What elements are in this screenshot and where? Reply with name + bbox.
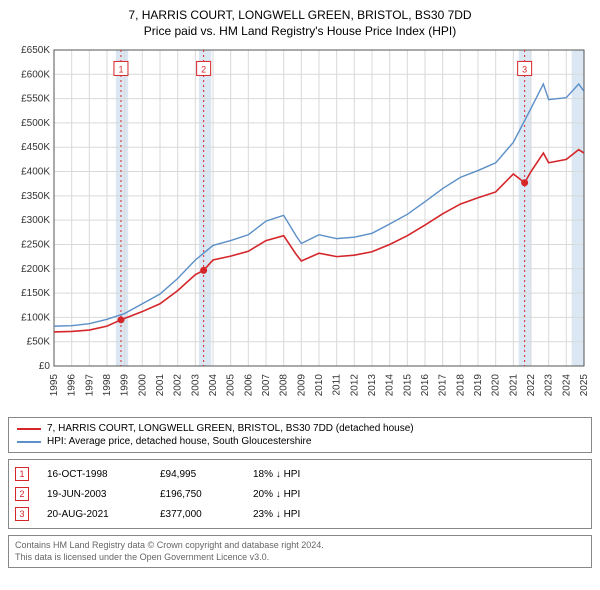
- sale-marker-num: 1: [118, 64, 123, 74]
- x-tick-label: 2016: [420, 374, 431, 397]
- sale-price: £94,995: [160, 469, 235, 480]
- sale-price: £377,000: [160, 509, 235, 520]
- legend-label: 7, HARRIS COURT, LONGWELL GREEN, BRISTOL…: [47, 423, 414, 434]
- y-tick-label: £350K: [21, 191, 50, 202]
- x-tick-label: 2023: [544, 374, 555, 397]
- y-tick-label: £50K: [27, 337, 51, 348]
- x-tick-label: 2022: [526, 374, 537, 397]
- y-tick-label: £500K: [21, 118, 50, 129]
- y-tick-label: £100K: [21, 312, 50, 323]
- chart-title: 7, HARRIS COURT, LONGWELL GREEN, BRISTOL…: [8, 8, 592, 38]
- title-subtitle: Price paid vs. HM Land Registry's House …: [8, 24, 592, 38]
- legend-swatch: [17, 428, 41, 430]
- y-tick-label: £400K: [21, 167, 50, 178]
- title-address: 7, HARRIS COURT, LONGWELL GREEN, BRISTOL…: [8, 8, 592, 22]
- x-tick-label: 2013: [367, 374, 378, 397]
- y-tick-label: £600K: [21, 69, 50, 80]
- x-tick-label: 2024: [561, 374, 572, 397]
- legend: 7, HARRIS COURT, LONGWELL GREEN, BRISTOL…: [8, 417, 592, 453]
- sale-dot: [200, 267, 207, 274]
- x-tick-label: 2000: [137, 374, 148, 397]
- x-tick-label: 2021: [508, 374, 519, 397]
- sale-row-marker: 1: [15, 467, 29, 481]
- y-tick-label: £250K: [21, 239, 50, 250]
- x-tick-label: 2015: [402, 374, 413, 397]
- sale-delta: 23% ↓ HPI: [253, 509, 343, 520]
- sale-marker-num: 3: [522, 64, 527, 74]
- shaded-band: [519, 50, 531, 366]
- x-tick-label: 2003: [190, 374, 201, 397]
- sale-date: 19-JUN-2003: [47, 489, 142, 500]
- x-tick-label: 2018: [455, 374, 466, 397]
- x-tick-label: 2012: [349, 374, 360, 397]
- sale-row-marker: 3: [15, 507, 29, 521]
- sale-date: 20-AUG-2021: [47, 509, 142, 520]
- legend-swatch: [17, 441, 41, 443]
- x-tick-label: 1996: [67, 374, 78, 397]
- shaded-band: [199, 50, 211, 366]
- y-tick-label: £300K: [21, 215, 50, 226]
- x-tick-label: 2004: [208, 374, 219, 397]
- price-chart: £0 £50K £100K £150K £200K £250K £300K £350K £400…: [8, 44, 592, 409]
- x-tick-label: 2025: [579, 374, 590, 397]
- sale-dot: [521, 179, 528, 186]
- sale-date: 16-OCT-1998: [47, 469, 142, 480]
- sale-row: 2 19-JUN-2003 £196,750 20% ↓ HPI: [15, 484, 585, 504]
- x-tick-label: 2011: [332, 374, 343, 396]
- sale-row: 1 16-OCT-1998 £94,995 18% ↓ HPI: [15, 464, 585, 484]
- y-tick-label: £150K: [21, 288, 50, 299]
- x-tick-label: 2006: [243, 374, 254, 397]
- sale-marker-num: 2: [201, 64, 206, 74]
- x-tick-label: 2008: [279, 374, 290, 397]
- sales-table: 1 16-OCT-1998 £94,995 18% ↓ HPI 2 19-JUN-2003…: [8, 459, 592, 529]
- sale-row-marker: 2: [15, 487, 29, 501]
- attribution-line2: This data is licensed under the Open Gov…: [15, 552, 585, 564]
- x-tick-label: 2010: [314, 374, 325, 397]
- chart-svg: £0 £50K £100K £150K £200K £250K £300K £350K £400…: [8, 44, 592, 404]
- x-tick-label: 2020: [491, 374, 502, 397]
- sale-row: 3 20-AUG-2021 £377,000 23% ↓ HPI: [15, 504, 585, 524]
- shaded-band: [572, 50, 584, 366]
- y-tick-label: £650K: [21, 45, 50, 56]
- x-tick-label: 2009: [296, 374, 307, 397]
- x-tick-label: 2007: [261, 374, 272, 397]
- x-tick-label: 1995: [49, 374, 60, 397]
- sale-delta: 18% ↓ HPI: [253, 469, 343, 480]
- legend-item: 7, HARRIS COURT, LONGWELL GREEN, BRISTOL…: [17, 422, 583, 435]
- x-tick-label: 2002: [173, 374, 184, 397]
- sale-dot: [117, 316, 124, 323]
- sale-price: £196,750: [160, 489, 235, 500]
- x-tick-label: 2005: [226, 374, 237, 397]
- attribution-line1: Contains HM Land Registry data © Crown c…: [15, 540, 585, 552]
- legend-item: HPI: Average price, detached house, Sout…: [17, 435, 583, 448]
- y-tick-label: £0: [39, 361, 51, 372]
- attribution: Contains HM Land Registry data © Crown c…: [8, 535, 592, 568]
- x-tick-label: 2019: [473, 374, 484, 397]
- y-tick-label: £200K: [21, 264, 50, 275]
- x-tick-label: 1997: [84, 374, 95, 397]
- y-tick-label: £550K: [21, 94, 50, 105]
- legend-label: HPI: Average price, detached house, Sout…: [47, 436, 311, 447]
- y-tick-label: £450K: [21, 142, 50, 153]
- x-tick-label: 1998: [102, 374, 113, 397]
- sale-delta: 20% ↓ HPI: [253, 489, 343, 500]
- x-tick-label: 2001: [155, 374, 166, 397]
- x-tick-label: 1999: [120, 374, 131, 397]
- x-tick-label: 2014: [385, 374, 396, 397]
- x-tick-label: 2017: [438, 374, 449, 397]
